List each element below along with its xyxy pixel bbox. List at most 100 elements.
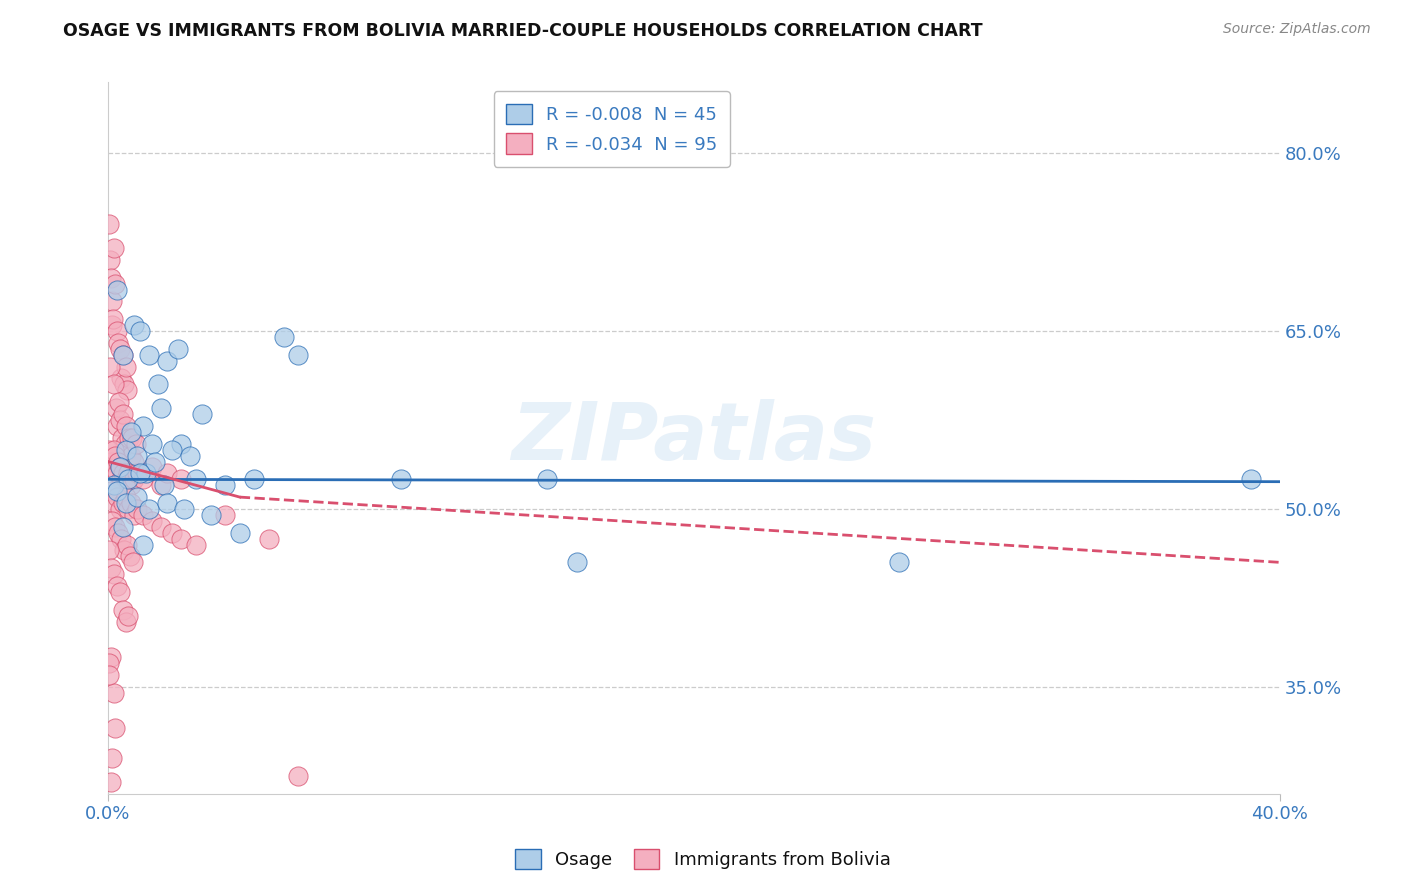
Point [122, 454, 145, 468]
Point [100, 318, 122, 332]
Point [108, 342, 131, 356]
Point [110, 532, 132, 546]
Point [117, 502, 139, 516]
Legend: Osage, Immigrants from Bolivia: Osage, Immigrants from Bolivia [506, 839, 900, 879]
Point [101, 294, 124, 309]
Point [243, 472, 266, 486]
Point [389, 472, 412, 486]
Point [114, 472, 136, 486]
Point [108, 502, 131, 516]
Point [190, 407, 212, 421]
Point [141, 514, 163, 528]
Point [107, 525, 129, 540]
Point [111, 348, 134, 362]
Point [98, 656, 121, 670]
Point [105, 467, 128, 481]
Point [111, 348, 134, 362]
Point [184, 537, 207, 551]
Point [170, 532, 193, 546]
Point [114, 615, 136, 629]
Point [115, 537, 138, 551]
Point [100, 774, 122, 789]
Point [98, 442, 121, 457]
Point [114, 490, 136, 504]
Point [98, 359, 121, 374]
Point [170, 436, 193, 450]
Point [103, 442, 125, 457]
Point [114, 359, 136, 374]
Point [138, 502, 160, 516]
Point [273, 330, 295, 344]
Point [112, 407, 135, 421]
Point [110, 472, 132, 486]
Point [103, 686, 125, 700]
Point [98, 668, 121, 682]
Point [167, 342, 190, 356]
Point [146, 377, 169, 392]
Point [149, 478, 172, 492]
Point [103, 496, 125, 510]
Point [103, 312, 125, 326]
Point [124, 472, 146, 486]
Point [162, 525, 184, 540]
Point [111, 603, 134, 617]
Point [103, 241, 125, 255]
Point [120, 496, 142, 510]
Point [149, 520, 172, 534]
Point [155, 496, 177, 510]
Point [214, 478, 236, 492]
Point [170, 472, 193, 486]
Point [112, 377, 135, 392]
Point [104, 520, 127, 534]
Point [179, 449, 201, 463]
Point [536, 472, 558, 486]
Point [105, 401, 128, 416]
Point [115, 384, 138, 398]
Point [229, 525, 252, 540]
Point [184, 472, 207, 486]
Point [143, 454, 166, 468]
Point [141, 436, 163, 450]
Point [127, 490, 149, 504]
Point [887, 555, 910, 569]
Point [125, 436, 148, 450]
Point [115, 418, 138, 433]
Legend: R = -0.008  N = 45, R = -0.034  N = 95: R = -0.008 N = 45, R = -0.034 N = 95 [494, 91, 730, 167]
Point [110, 371, 132, 385]
Point [124, 318, 146, 332]
Point [162, 442, 184, 457]
Point [127, 467, 149, 481]
Point [103, 478, 125, 492]
Point [98, 217, 121, 231]
Point [149, 401, 172, 416]
Point [127, 502, 149, 516]
Point [98, 252, 121, 267]
Point [132, 508, 155, 522]
Point [114, 442, 136, 457]
Point [103, 377, 125, 392]
Point [110, 413, 132, 427]
Point [108, 460, 131, 475]
Point [104, 277, 127, 291]
Point [257, 532, 280, 546]
Point [101, 460, 124, 475]
Point [100, 454, 122, 468]
Point [105, 324, 128, 338]
Point [1239, 472, 1261, 486]
Text: OSAGE VS IMMIGRANTS FROM BOLIVIA MARRIED-COUPLE HOUSEHOLDS CORRELATION CHART: OSAGE VS IMMIGRANTS FROM BOLIVIA MARRIED… [63, 22, 983, 40]
Point [108, 395, 131, 409]
Point [105, 579, 128, 593]
Point [100, 484, 122, 499]
Point [104, 449, 127, 463]
Point [287, 769, 309, 783]
Point [111, 520, 134, 534]
Point [132, 472, 155, 486]
Point [117, 442, 139, 457]
Point [565, 555, 588, 569]
Point [114, 436, 136, 450]
Point [111, 496, 134, 510]
Point [103, 567, 125, 582]
Point [132, 537, 155, 551]
Point [118, 431, 141, 445]
Point [141, 460, 163, 475]
